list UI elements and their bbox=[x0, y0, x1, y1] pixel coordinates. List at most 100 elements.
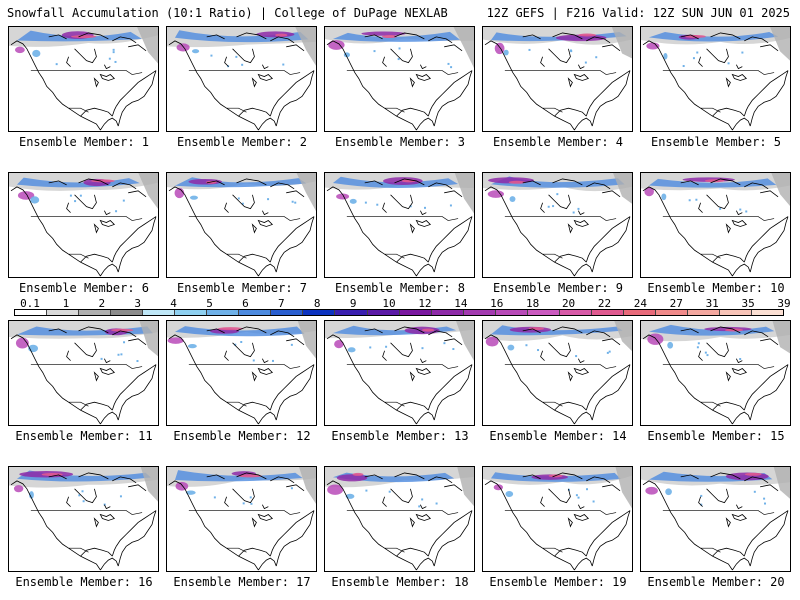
snowfall-map bbox=[641, 321, 790, 425]
scale-tick-label: 5 bbox=[206, 297, 213, 310]
scale-color-swatch bbox=[143, 310, 176, 315]
scale-colorbar bbox=[14, 309, 784, 316]
ensemble-member-label: Ensemble Member: 9 bbox=[492, 281, 624, 295]
ensemble-member-map bbox=[324, 26, 475, 132]
ensemble-member-map bbox=[166, 26, 317, 132]
ensemble-member-label: Ensemble Member: 5 bbox=[650, 135, 782, 149]
snowfall-color-scale: 0.1 1 2 3 4 5 6 7 8 9 10 12 14 16 18 20 22 24 27 31 35 39 bbox=[14, 297, 791, 317]
scale-color-swatch bbox=[431, 310, 464, 315]
scale-tick-label: 3 bbox=[134, 297, 142, 310]
scale-color-swatch bbox=[47, 310, 80, 315]
scale-color-swatch bbox=[463, 310, 496, 315]
ensemble-member-map bbox=[166, 172, 317, 278]
scale-color-swatch bbox=[111, 310, 144, 315]
snowfall-map bbox=[167, 467, 316, 571]
scale-tick-label: 10 bbox=[382, 297, 396, 310]
scale-tick-label: 14 bbox=[454, 297, 468, 310]
scale-color-swatch bbox=[207, 310, 240, 315]
ensemble-member-label: Ensemble Member: 11 bbox=[15, 429, 153, 443]
ensemble-member-label: Ensemble Member: 15 bbox=[647, 429, 785, 443]
ensemble-member-label: Ensemble Member: 7 bbox=[176, 281, 308, 295]
scale-color-swatch bbox=[495, 310, 528, 315]
ensemble-member-map bbox=[640, 172, 791, 278]
ensemble-member-map bbox=[8, 466, 159, 572]
scale-color-swatch bbox=[591, 310, 624, 315]
scale-tick-label: 16 bbox=[490, 297, 504, 310]
snowfall-map bbox=[9, 173, 158, 277]
scale-tick-label: 20 bbox=[561, 297, 576, 310]
model-valid-time: 12Z GEFS | F216 Valid: 12Z SUN JUN 01 20… bbox=[486, 6, 790, 20]
scale-color-swatch bbox=[623, 310, 656, 315]
scale-tick-label: 2 bbox=[98, 297, 106, 310]
scale-color-swatch bbox=[79, 310, 112, 315]
scale-color-swatch bbox=[399, 310, 432, 315]
snowfall-map bbox=[9, 27, 158, 131]
ensemble-member-label: Ensemble Member: 18 bbox=[331, 575, 469, 589]
ensemble-member-label: Ensemble Member: 8 bbox=[334, 281, 466, 295]
scale-tick-label: 4 bbox=[170, 297, 177, 310]
scale-tick-label: 8 bbox=[313, 297, 321, 310]
ensemble-member-map bbox=[8, 26, 159, 132]
ensemble-member-label: Ensemble Member: 13 bbox=[331, 429, 469, 443]
ensemble-member-label: Ensemble Member: 3 bbox=[334, 135, 466, 149]
ensemble-member-map bbox=[166, 320, 317, 426]
snowfall-map bbox=[167, 27, 316, 131]
ensemble-member-label: Ensemble Member: 20 bbox=[647, 575, 785, 589]
ensemble-member-map bbox=[482, 320, 633, 426]
snowfall-map bbox=[483, 467, 632, 571]
scale-tick-label: 18 bbox=[526, 297, 540, 310]
scale-color-swatch bbox=[655, 310, 688, 315]
snowfall-map bbox=[483, 27, 632, 131]
ensemble-member-map bbox=[640, 320, 791, 426]
snowfall-map bbox=[9, 467, 158, 571]
ensemble-member-map bbox=[482, 172, 633, 278]
snowfall-map bbox=[641, 173, 790, 277]
scale-color-swatch bbox=[527, 310, 560, 315]
scale-color-swatch bbox=[367, 310, 400, 315]
scale-tick-label: 1 bbox=[62, 297, 70, 310]
scale-color-swatch bbox=[15, 310, 48, 315]
ensemble-member-label: Ensemble Member: 6 bbox=[18, 281, 150, 295]
ensemble-member-label: Ensemble Member: 1 bbox=[18, 135, 150, 149]
ensemble-member-map bbox=[640, 466, 791, 572]
snowfall-map bbox=[167, 173, 316, 277]
scale-tick-label: 35 bbox=[741, 297, 755, 310]
ensemble-member-map bbox=[8, 172, 159, 278]
scale-tick-label: 24 bbox=[633, 297, 647, 310]
scale-tick-label: 7 bbox=[278, 297, 285, 310]
scale-tick-label: 31 bbox=[705, 297, 719, 310]
ensemble-member-label: Ensemble Member: 4 bbox=[492, 135, 624, 149]
ensemble-member-label: Ensemble Member: 2 bbox=[176, 135, 308, 149]
scale-color-swatch bbox=[335, 310, 368, 315]
ensemble-member-label: Ensemble Member: 19 bbox=[489, 575, 627, 589]
scale-color-swatch bbox=[687, 310, 721, 315]
scale-tick-label: 39 bbox=[777, 297, 791, 310]
ensemble-member-map bbox=[640, 26, 791, 132]
scale-color-swatch bbox=[175, 310, 208, 315]
scale-tick-label: 9 bbox=[349, 297, 357, 310]
ensemble-member-map bbox=[324, 466, 475, 572]
snowfall-map bbox=[9, 321, 158, 425]
scale-color-swatch bbox=[239, 310, 272, 315]
ensemble-member-map bbox=[482, 26, 633, 132]
scale-color-swatch bbox=[720, 310, 753, 315]
ensemble-member-label: Ensemble Member: 16 bbox=[15, 575, 153, 589]
snowfall-map bbox=[325, 467, 474, 571]
ensemble-member-map bbox=[324, 172, 475, 278]
snowfall-map bbox=[641, 27, 790, 131]
snowfall-map bbox=[167, 321, 316, 425]
snowfall-map bbox=[641, 467, 790, 571]
ensemble-member-label: Ensemble Member: 12 bbox=[173, 429, 311, 443]
ensemble-member-label: Ensemble Member: 14 bbox=[489, 429, 627, 443]
scale-tick-label: 27 bbox=[669, 297, 683, 310]
snowfall-map bbox=[483, 321, 632, 425]
ensemble-member-map bbox=[166, 466, 317, 572]
scale-tick-label: 0.1 bbox=[20, 297, 40, 310]
ensemble-member-map bbox=[324, 320, 475, 426]
snowfall-map bbox=[483, 173, 632, 277]
scale-tick-label: 6 bbox=[242, 297, 249, 310]
ensemble-member-map bbox=[482, 466, 633, 572]
scale-color-swatch bbox=[271, 310, 304, 315]
scale-tick-label: 22 bbox=[597, 297, 612, 310]
ensemble-member-label: Ensemble Member: 10 bbox=[647, 281, 785, 295]
